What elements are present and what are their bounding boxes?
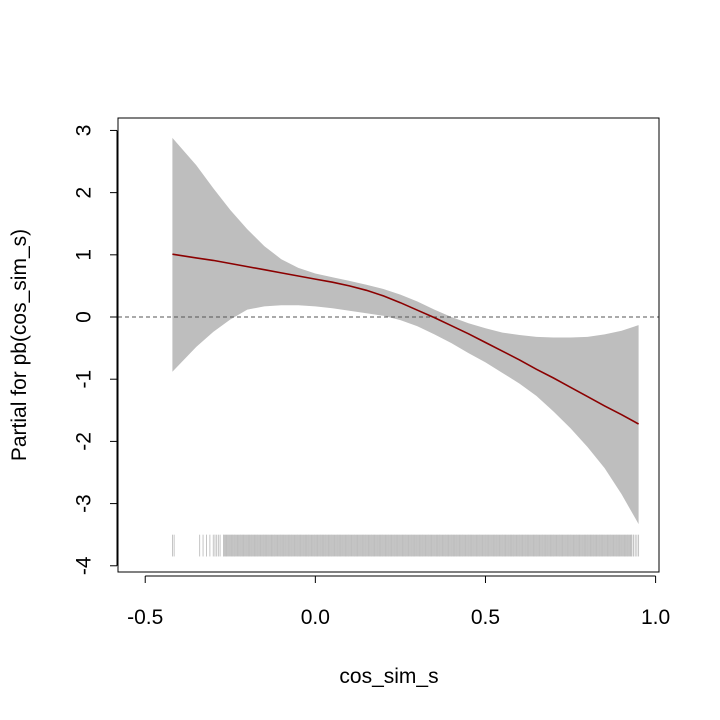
- fit-line-layer: [172, 253, 639, 425]
- y-tick-label: -1: [73, 370, 96, 389]
- confidence-band: [172, 137, 639, 525]
- confidence-band-layer: [172, 137, 639, 525]
- y-tick-label: 2: [73, 187, 96, 199]
- x-tick-label: 1.0: [641, 606, 670, 629]
- y-tick-label: -4: [73, 556, 96, 575]
- x-tick-label: 0.0: [301, 606, 330, 629]
- y-tick-label: 0: [73, 311, 96, 323]
- y-axis-label: Partial for pb(cos_sim_s): [8, 229, 31, 461]
- y-tick-label: 3: [73, 125, 96, 137]
- y-tick-label: -2: [73, 432, 96, 451]
- x-tick-label: -0.5: [127, 606, 163, 629]
- y-tick-label: 1: [73, 249, 96, 261]
- plot-frame: [117, 117, 660, 573]
- rug-layer: [171, 534, 640, 557]
- fit-line: [172, 253, 639, 425]
- y-tick-label: -3: [73, 494, 96, 513]
- x-axis: -0.5 0.0 0.5 1.0: [127, 575, 670, 629]
- x-tick-label: 0.5: [471, 606, 500, 629]
- y-axis: -4 -3 -2 -1 0 1 2 3: [73, 125, 118, 575]
- x-axis-label: cos_sim_s: [339, 665, 438, 688]
